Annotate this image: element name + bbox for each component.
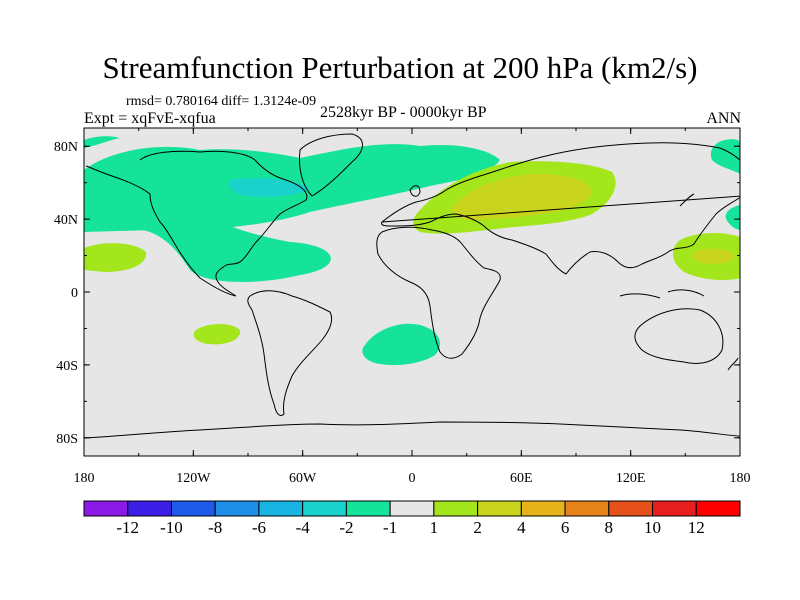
colorbar-swatch bbox=[477, 500, 522, 517]
colorbar-label: 8 bbox=[605, 518, 614, 537]
lon-tick-label: 120E bbox=[616, 471, 646, 486]
colorbar-label: 10 bbox=[644, 518, 661, 537]
colorbar-swatch bbox=[608, 500, 654, 517]
positive-anomaly-core bbox=[692, 248, 735, 264]
antarctica-coast bbox=[84, 421, 740, 439]
colorbar-labels: -12 -10 -8 -6 -4 -2 -1 1 2 4 6 8 10 12 bbox=[116, 518, 704, 537]
colorbar-label: -10 bbox=[160, 518, 183, 537]
season-label: ANN bbox=[706, 110, 741, 127]
colorbar-swatch bbox=[695, 500, 741, 517]
strong-negative-core bbox=[228, 178, 310, 197]
lon-tick-label: 0 bbox=[409, 471, 416, 486]
colorbar-swatch bbox=[520, 500, 566, 517]
colorbar-label: 4 bbox=[517, 518, 526, 537]
lat-tick-label: 40S bbox=[56, 359, 78, 374]
colorbar-label: -4 bbox=[296, 518, 311, 537]
south-america-coast bbox=[247, 290, 333, 417]
eurasia-coast bbox=[381, 142, 740, 275]
africa-coast bbox=[376, 226, 501, 359]
colorbar-label: 6 bbox=[561, 518, 570, 537]
lon-tick-label: 180 bbox=[730, 471, 751, 486]
colorbar-swatch bbox=[433, 500, 479, 517]
lon-tick-label: 60E bbox=[510, 471, 533, 486]
colorbar-label: -8 bbox=[208, 518, 222, 537]
positive-anomaly-core bbox=[452, 174, 592, 220]
colorbar-label: 12 bbox=[688, 518, 705, 537]
positive-anomaly-region bbox=[193, 324, 241, 345]
colorbar-swatch bbox=[214, 500, 260, 517]
colorbar-swatch bbox=[258, 500, 304, 517]
lon-tick-label: 180 bbox=[74, 471, 95, 486]
colorbar-swatch bbox=[652, 500, 697, 517]
figure-title: Streamfunction Perturbation at 200 hPa (… bbox=[102, 50, 698, 85]
lat-tick-label: 40N bbox=[54, 213, 78, 228]
axis-labels: 180 120W 60W 0 60E 120E 180 80N 40N 0 40S 80S bbox=[54, 140, 751, 486]
colorbar-label: -1 bbox=[383, 518, 397, 537]
axis-ticks bbox=[83, 128, 741, 456]
colorbar-swatch bbox=[302, 500, 347, 517]
japan-coast bbox=[679, 193, 695, 207]
colorbar-swatch bbox=[345, 500, 391, 517]
colorbar-swatch bbox=[389, 500, 435, 517]
lat-tick-label: 0 bbox=[71, 286, 78, 301]
new-zealand-coast bbox=[727, 357, 739, 371]
negative-anomaly-region bbox=[362, 323, 440, 366]
lat-tick-label: 80N bbox=[54, 140, 78, 155]
colorbar-label: -6 bbox=[252, 518, 266, 537]
period-label: 2528kyr BP - 0000kyr BP bbox=[320, 104, 487, 121]
colorbar-label: -2 bbox=[339, 518, 353, 537]
rmsd-label: rmsd= 0.780164 diff= 1.3124e-09 bbox=[126, 94, 317, 109]
colorbar-label: 1 bbox=[430, 518, 439, 537]
negative-anomaly-region bbox=[725, 205, 740, 230]
colorbar-swatch bbox=[564, 500, 610, 517]
lon-tick-label: 60W bbox=[289, 471, 317, 486]
experiment-label: Expt = xqFvE-xqfua bbox=[84, 110, 216, 127]
greenland-coast bbox=[299, 133, 363, 197]
positive-anomaly-region bbox=[84, 243, 147, 272]
lon-tick-label: 120W bbox=[176, 471, 211, 486]
colorbar-label: 2 bbox=[473, 518, 482, 537]
indonesia-coast bbox=[619, 289, 705, 299]
lat-tick-label: 80S bbox=[56, 432, 78, 447]
australia-coast bbox=[634, 308, 724, 364]
colorbar-swatch bbox=[170, 500, 216, 517]
coastlines bbox=[84, 133, 740, 439]
british-isles-coast bbox=[409, 185, 421, 197]
colorbar bbox=[83, 500, 741, 517]
north-america-coast bbox=[85, 150, 308, 297]
anomaly-field bbox=[84, 136, 740, 366]
colorbar-swatch bbox=[83, 500, 129, 517]
negative-anomaly-region bbox=[84, 136, 120, 148]
colorbar-swatch bbox=[127, 500, 172, 517]
negative-anomaly-region bbox=[116, 181, 331, 282]
colorbar-label: -12 bbox=[116, 518, 139, 537]
